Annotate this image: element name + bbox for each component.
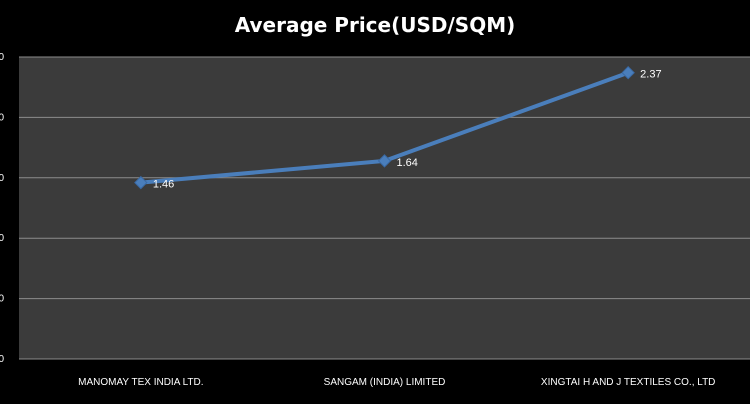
x-tick-label: MANOMAY TEX INDIA LTD. [78,377,203,388]
y-tick-label: 0 [0,354,4,365]
data-label: 1.64 [397,157,418,169]
x-tick-label: XINGTAI H AND J TEXTILES CO., LTD [541,377,715,388]
data-point [377,154,392,168]
data-point [134,175,148,190]
y-tick-label: 0 [0,112,4,123]
y-tick-label: 0 [0,233,4,244]
data-label: 2.37 [640,69,661,81]
y-tick-label: 0 [0,173,4,184]
chart-title: Average Price(USD/SQM) [234,13,516,37]
plot-area [19,57,750,359]
data-point [621,65,635,80]
x-tick-label: SANGAM (INDIA) LIMITED [324,377,446,388]
y-tick-label: 0 [0,52,4,63]
y-tick-label: 0 [0,294,4,305]
data-label: 1.46 [153,179,174,191]
